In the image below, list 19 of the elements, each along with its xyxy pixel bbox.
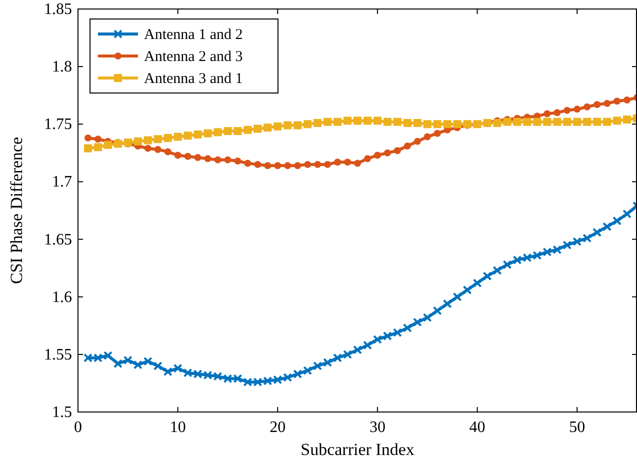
y-tick-label: 1.75 [44,116,72,134]
y-tick-label: 1.65 [44,231,72,248]
x-tick-label: 30 [369,419,386,436]
y-tick-label: 1.55 [44,346,72,364]
x-tick-label: 20 [270,419,286,436]
y-axis-title: CSI Phase Difference [7,137,26,284]
legend-label: Antenna 1 and 2 [144,27,243,43]
x-tick-label: 40 [469,419,486,436]
y-tick-label: 1.7 [52,174,72,191]
y-tick-label: 1.5 [52,404,72,421]
x-tick-label: 0 [74,419,82,436]
y-tick-label: 1.8 [52,58,72,76]
legend-label: Antenna 2 and 3 [144,49,243,65]
y-tick-label: 1.6 [52,288,72,306]
x-tick-label: 10 [170,419,186,436]
legend-label: Antenna 3 and 1 [144,71,243,87]
x-tick-label: 50 [569,419,586,436]
x-axis-title: Subcarrier Index [300,440,415,459]
y-tick-label: 1.85 [44,1,72,18]
